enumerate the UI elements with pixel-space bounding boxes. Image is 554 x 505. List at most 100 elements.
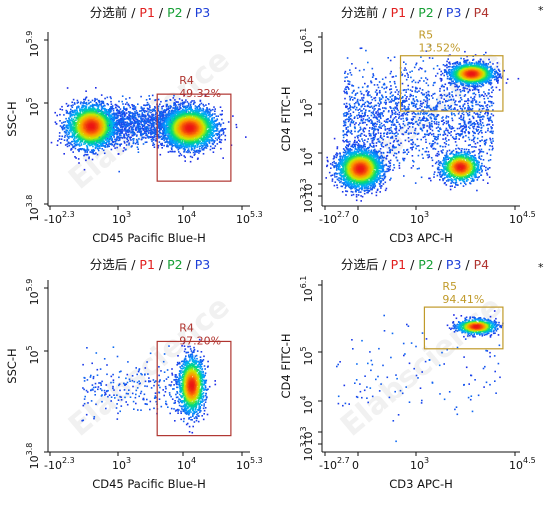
event-dot bbox=[183, 94, 185, 96]
event-dot bbox=[160, 124, 163, 127]
event-dot bbox=[69, 129, 72, 131]
event-dot bbox=[91, 103, 94, 106]
event-dot bbox=[178, 108, 181, 110]
event-dot bbox=[165, 119, 167, 122]
event-dot bbox=[144, 123, 146, 125]
event-dot bbox=[147, 123, 149, 126]
event-dot bbox=[100, 145, 103, 147]
event-dot bbox=[149, 129, 151, 132]
event-dot bbox=[170, 139, 173, 142]
event-dot bbox=[178, 144, 180, 147]
event-dot bbox=[124, 137, 126, 139]
event-dot bbox=[218, 130, 220, 133]
event-dot bbox=[214, 110, 216, 112]
event-dot bbox=[197, 139, 200, 142]
event-dot bbox=[128, 116, 130, 118]
event-dot bbox=[137, 123, 139, 126]
event-dot bbox=[83, 168, 86, 171]
event-dot bbox=[106, 111, 109, 114]
event-dot bbox=[146, 134, 149, 136]
event-dot bbox=[73, 130, 75, 132]
event-dot bbox=[168, 127, 171, 129]
event-dot bbox=[110, 136, 113, 139]
event-dot bbox=[140, 132, 142, 135]
event-dot bbox=[97, 137, 100, 140]
event-dot bbox=[165, 109, 168, 112]
event-dot bbox=[178, 155, 181, 157]
event-dot bbox=[201, 146, 203, 149]
event-dot bbox=[166, 99, 168, 102]
event-dot bbox=[163, 128, 165, 131]
event-dot bbox=[147, 132, 150, 134]
event-dot bbox=[81, 134, 83, 136]
event-dot bbox=[167, 115, 169, 117]
event-dot bbox=[174, 99, 176, 101]
event-dot bbox=[129, 111, 132, 113]
event-dot bbox=[110, 115, 112, 117]
event-dot bbox=[102, 105, 104, 107]
event-dot bbox=[181, 111, 184, 114]
event-dot bbox=[160, 120, 162, 122]
event-dot bbox=[171, 119, 173, 122]
event-dot bbox=[142, 118, 144, 120]
event-dot bbox=[145, 121, 148, 123]
event-dot bbox=[203, 137, 205, 139]
event-dot bbox=[59, 113, 61, 116]
event-dot bbox=[183, 143, 186, 145]
event-dot bbox=[97, 149, 100, 152]
event-dot bbox=[171, 148, 173, 150]
event-dot bbox=[212, 127, 215, 130]
event-dot bbox=[109, 133, 111, 135]
event-dot bbox=[72, 98, 75, 101]
event-dot bbox=[75, 119, 77, 121]
event-dot bbox=[151, 133, 153, 135]
event-dot bbox=[118, 112, 120, 114]
event-dot bbox=[154, 130, 157, 133]
event-dot bbox=[108, 140, 111, 142]
event-dot bbox=[205, 147, 208, 149]
event-dot bbox=[91, 105, 93, 107]
event-dot bbox=[182, 138, 184, 141]
event-dot bbox=[120, 115, 122, 118]
event-dot bbox=[101, 148, 103, 150]
event-dot bbox=[78, 119, 81, 121]
event-dot bbox=[131, 126, 134, 129]
event-dot bbox=[91, 140, 93, 143]
event-dot bbox=[185, 99, 187, 101]
event-dot bbox=[208, 103, 210, 105]
event-dot bbox=[106, 139, 108, 141]
event-dot bbox=[125, 126, 127, 129]
event-dot bbox=[116, 130, 119, 133]
event-dot bbox=[97, 109, 100, 112]
event-dot bbox=[108, 118, 111, 121]
event-dot bbox=[172, 118, 175, 120]
event-dot bbox=[120, 119, 122, 122]
event-dot bbox=[100, 108, 103, 110]
event-dot bbox=[142, 127, 145, 130]
event-dot bbox=[118, 137, 121, 139]
event-dot bbox=[58, 132, 61, 134]
event-dot bbox=[181, 99, 183, 102]
event-dot bbox=[209, 126, 211, 129]
event-dot bbox=[91, 158, 94, 161]
event-dot bbox=[202, 114, 205, 117]
event-dot bbox=[136, 112, 139, 114]
event-dot bbox=[89, 111, 91, 114]
event-dot bbox=[138, 123, 141, 126]
event-dot bbox=[125, 144, 128, 146]
event-dot bbox=[121, 110, 123, 113]
event-dot bbox=[118, 106, 120, 108]
event-dot bbox=[222, 157, 224, 159]
event-dot bbox=[99, 115, 101, 117]
event-dot bbox=[153, 136, 156, 138]
event-dot bbox=[85, 96, 88, 98]
event-dot bbox=[145, 115, 147, 117]
event-dot bbox=[157, 146, 159, 149]
event-dot bbox=[99, 147, 101, 149]
event-dot bbox=[133, 138, 135, 140]
event-dot bbox=[114, 147, 116, 149]
event-dot bbox=[100, 104, 102, 106]
event-dot bbox=[147, 131, 150, 133]
event-dot bbox=[125, 129, 127, 132]
event-dot bbox=[210, 126, 213, 129]
